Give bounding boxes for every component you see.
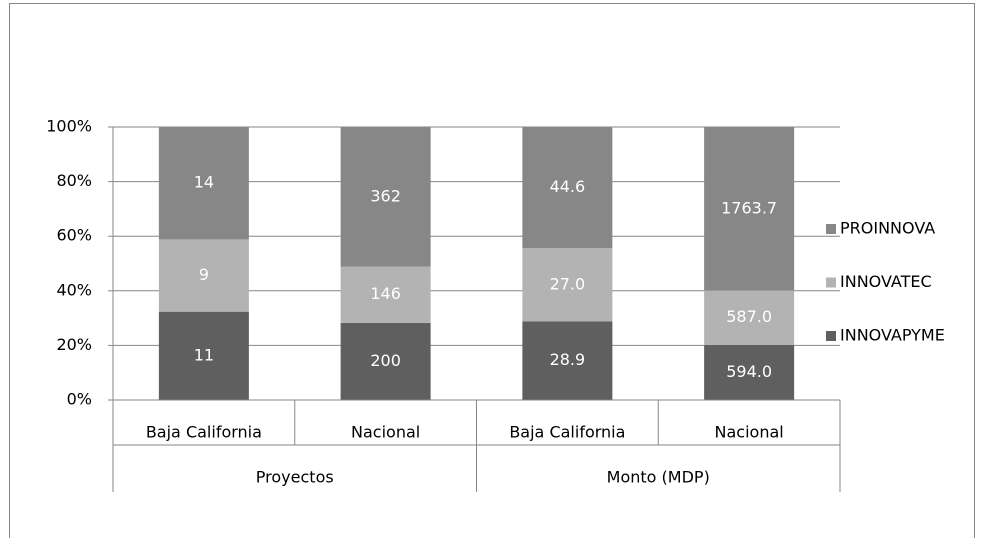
group-label: Monto (MDP) (607, 468, 710, 487)
y-tick-label: 40% (56, 280, 92, 299)
legend-label: INNOVATEC (840, 272, 932, 291)
bar-segment (522, 127, 613, 249)
bar-segment (340, 266, 431, 323)
data-label: 28.9 (550, 350, 586, 369)
bar-segment (522, 321, 613, 400)
data-label: 9 (199, 265, 209, 284)
bar-segment (704, 290, 795, 345)
legend-swatch (826, 277, 836, 288)
x-tick-label: Baja California (146, 423, 262, 442)
group-label: Proyectos (256, 468, 334, 487)
data-label: 362 (370, 186, 401, 205)
bar-segment (158, 127, 249, 240)
data-label: 1763.7 (721, 198, 777, 217)
bar-segment (704, 344, 795, 400)
data-label: 200 (370, 351, 401, 370)
bar-segment (522, 248, 613, 322)
chart-border (9, 3, 975, 538)
y-tick-label: 60% (56, 226, 92, 245)
data-label: 11 (194, 345, 214, 364)
bar-segment (340, 127, 431, 267)
data-label: 594.0 (726, 362, 772, 381)
legend-label: INNOVAPYME (840, 326, 945, 345)
bar-segment (340, 322, 431, 400)
data-label: 14 (194, 173, 214, 192)
legend-label: PROINNOVA (840, 219, 935, 238)
y-tick-label: 20% (56, 335, 92, 354)
legend-swatch (826, 224, 836, 234)
y-tick-label: 100% (46, 117, 92, 136)
data-label: 146 (370, 284, 401, 303)
data-label: 587.0 (726, 307, 772, 326)
x-tick-label: Baja California (509, 423, 625, 442)
x-tick-label: Nacional (715, 423, 784, 442)
bar-segment (704, 127, 795, 291)
bar-segment (158, 239, 249, 312)
y-tick-label: 80% (56, 171, 92, 190)
data-label: 44.6 (550, 177, 586, 196)
x-tick-label: Nacional (351, 423, 420, 442)
legend-swatch (826, 331, 836, 341)
data-label: 27.0 (550, 274, 586, 293)
bar-segment (158, 311, 249, 400)
y-tick-label: 0% (67, 390, 92, 409)
